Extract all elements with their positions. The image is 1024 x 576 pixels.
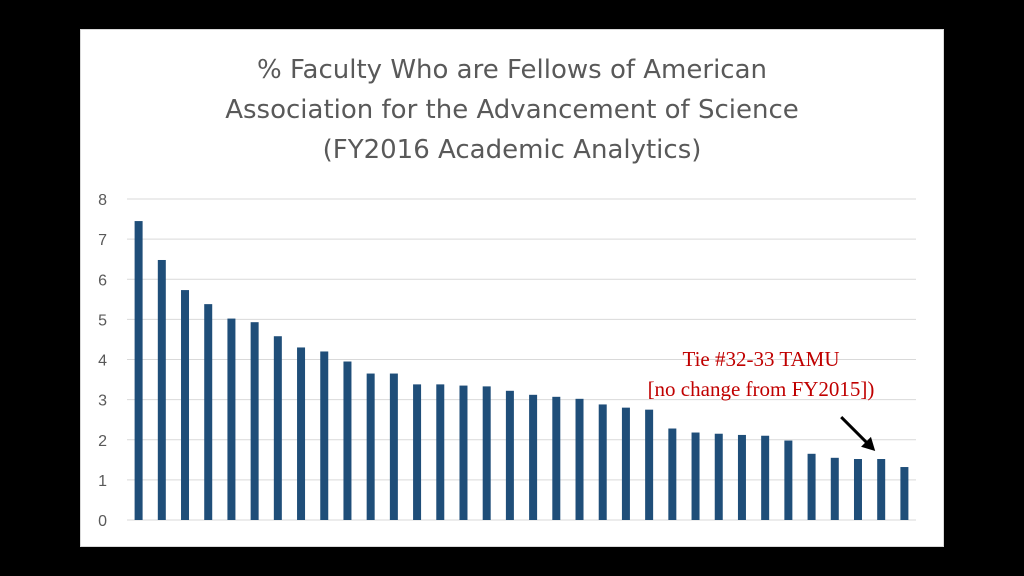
bar (227, 318, 236, 520)
y-tick-label: 2 (98, 433, 107, 450)
y-tick-label: 4 (98, 353, 107, 370)
bar (598, 404, 607, 520)
bar (320, 351, 329, 520)
chart-title-line-2: Association for the Advancement of Scien… (225, 95, 799, 125)
bar (737, 434, 746, 520)
bar (552, 396, 561, 520)
bar (181, 290, 190, 520)
annotation-arrow-head (861, 436, 876, 452)
bar (784, 440, 793, 520)
bar (482, 386, 491, 520)
bar (714, 433, 723, 520)
y-tick-label: 0 (98, 513, 107, 530)
tamu-annotation: Tie #32-33 TAMU [no change from FY2015]) (596, 344, 926, 404)
bar (877, 459, 886, 520)
bar (505, 390, 514, 520)
bar (575, 398, 584, 520)
bar (250, 322, 259, 520)
bar (853, 459, 862, 520)
bar (900, 467, 909, 520)
y-tick-label: 8 (98, 192, 107, 209)
y-tick-label: 1 (98, 473, 107, 490)
bar (204, 304, 213, 520)
bar (413, 384, 422, 520)
bar (297, 347, 306, 520)
bar (668, 428, 677, 520)
bar (830, 457, 839, 520)
chart-title-line-3: (FY2016 Academic Analytics) (322, 135, 702, 165)
y-tick-label: 3 (98, 393, 107, 410)
y-tick-label: 6 (98, 272, 107, 289)
bar (459, 385, 468, 520)
bar (366, 373, 375, 520)
bar (807, 453, 816, 520)
bar (761, 435, 770, 520)
annotation-line-2: [no change from FY2015]) (647, 377, 875, 401)
bar (436, 384, 445, 520)
bar (134, 221, 143, 520)
bar (343, 361, 352, 520)
bar (273, 336, 282, 520)
y-tick-label: 7 (98, 232, 107, 249)
chart-title: % Faculty Who are Fellows of American As… (0, 50, 1024, 170)
y-tick-label: 5 (98, 312, 107, 329)
bar (157, 259, 166, 520)
bar (389, 373, 398, 520)
annotation-line-1: Tie #32-33 TAMU (682, 347, 840, 371)
bar (621, 407, 630, 520)
bar (691, 432, 700, 520)
bar (645, 409, 654, 520)
bar (529, 394, 538, 520)
chart-title-line-1: % Faculty Who are Fellows of American (257, 55, 767, 85)
